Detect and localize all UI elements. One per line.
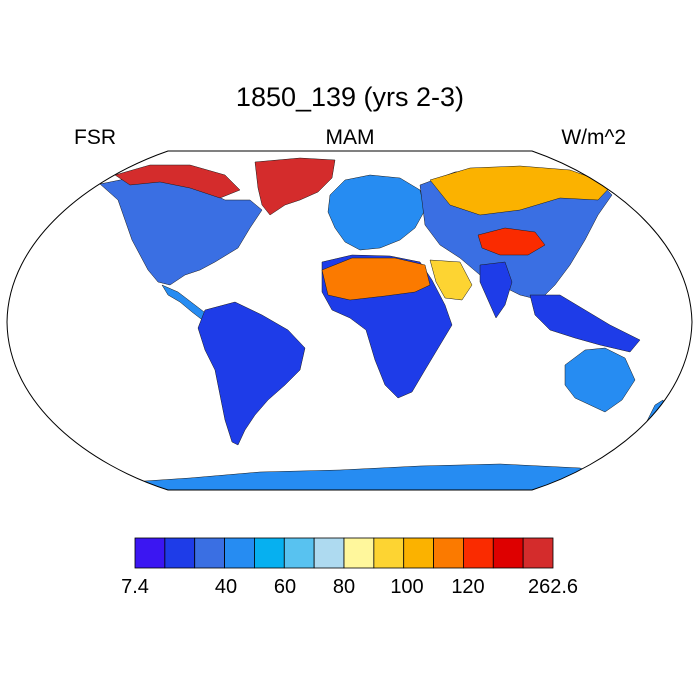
tibet-region	[477, 227, 546, 256]
colorbar-tick-label: 262.6	[527, 576, 579, 598]
colorbar-swatch	[224, 537, 255, 569]
colorbar-swatch	[373, 537, 405, 569]
season-label: MAM	[325, 126, 375, 149]
colorbar-swatch	[343, 537, 375, 569]
arabia-region	[429, 259, 473, 301]
india-region	[479, 261, 513, 319]
colorbar-swatch	[522, 537, 554, 569]
colorbar-swatch	[194, 537, 225, 569]
colorbar-tick-label: 80	[332, 576, 356, 598]
colorbar-swatch	[164, 537, 196, 569]
colorbar-swatch	[492, 537, 524, 569]
north-america-region	[99, 175, 263, 286]
canadian-arctic-region	[114, 164, 241, 199]
globe-outline	[6, 150, 693, 491]
colorbar-tick-label: 7.4	[121, 576, 149, 598]
australia-region	[564, 347, 636, 413]
colorbar-swatch	[134, 537, 166, 569]
colorbar-swatch	[403, 537, 434, 569]
antarctica-region	[99, 463, 601, 490]
colorbar-tick-label: 60	[273, 576, 297, 598]
map-title: 1850_139 (yrs 2-3)	[235, 82, 465, 112]
southeast-asia-region	[529, 294, 641, 353]
colorbar-swatch	[463, 537, 494, 569]
colorbar-tick-label: 120	[451, 576, 485, 598]
colorbar-swatch	[254, 537, 285, 569]
variable-label: FSR	[74, 126, 116, 149]
siberia-region	[429, 165, 613, 216]
land-layer	[99, 157, 666, 490]
colorbar-tick-label: 40	[214, 576, 238, 598]
sahara-region	[321, 257, 431, 301]
colorbar-tick-label: 100	[390, 576, 424, 598]
south-america-region	[197, 301, 306, 446]
europe-region	[327, 174, 426, 251]
units-label: W/m^2	[561, 126, 626, 149]
greenland-region	[254, 157, 336, 216]
colorbar-swatch	[283, 537, 315, 569]
colorbar	[134, 537, 554, 569]
colorbar-swatch	[433, 537, 464, 569]
colorbar-swatch	[313, 537, 345, 569]
